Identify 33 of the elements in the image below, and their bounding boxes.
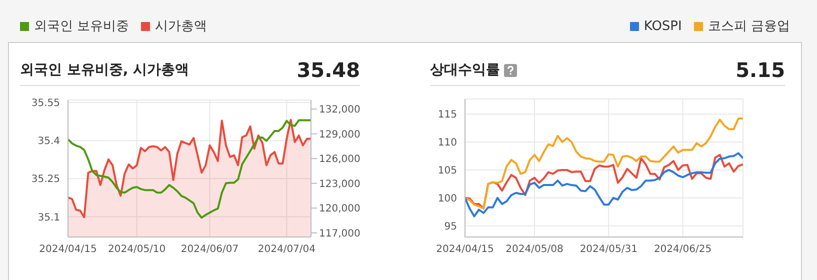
y-tick-label: 35.1 <box>38 212 60 224</box>
y2-tick-label: 123,000 <box>319 178 360 190</box>
y2-tick-label: 117,000 <box>319 228 360 240</box>
text: 35.48 <box>296 58 360 82</box>
y-tick-label: 35.4 <box>38 136 60 148</box>
y-tick-label: 95 <box>444 221 457 232</box>
x-tick-label: 2024/05/08 <box>506 244 564 256</box>
x-tick-label: 2024/04/15 <box>436 244 494 256</box>
y2-tick-label: 126,000 <box>319 154 360 166</box>
legend-label: 시가총액 <box>154 18 208 35</box>
x-tick-label: 2024/06/25 <box>654 244 712 256</box>
legend-label: KOSPI <box>642 18 682 35</box>
y2-tick-label: 132,000 <box>319 104 360 116</box>
legend-label: 외국인 보유비중 <box>33 18 130 35</box>
y2-tick-label: 120,000 <box>319 204 360 215</box>
x-tick-label: 2024/05/31 <box>580 244 638 256</box>
x-tick-label: 2024/04/15 <box>39 244 97 256</box>
line-series <box>465 118 743 210</box>
y-tick-label: 105 <box>438 166 457 177</box>
x-tick-label: 2024/07/04 <box>258 244 316 256</box>
x-tick-label: 2024/06/07 <box>180 244 239 256</box>
y-tick-label: 100 <box>438 193 457 204</box>
y-tick-label: 115 <box>438 110 457 121</box>
y-tick-label: 110 <box>438 138 457 149</box>
chart-title: 외국인 보유비중, 시가총액 <box>20 61 190 79</box>
text: 5.15 <box>736 58 785 82</box>
legend-label: 코스피 금융업 <box>706 18 790 35</box>
y2-tick-label: 129,000 <box>319 129 360 140</box>
x-tick-label: 2024/05/10 <box>108 244 166 256</box>
chart-title: 상대수익률 <box>430 61 500 79</box>
y-tick-label: 35.25 <box>31 174 60 186</box>
y-tick-label: 35.55 <box>31 98 60 110</box>
line-series <box>68 119 311 219</box>
